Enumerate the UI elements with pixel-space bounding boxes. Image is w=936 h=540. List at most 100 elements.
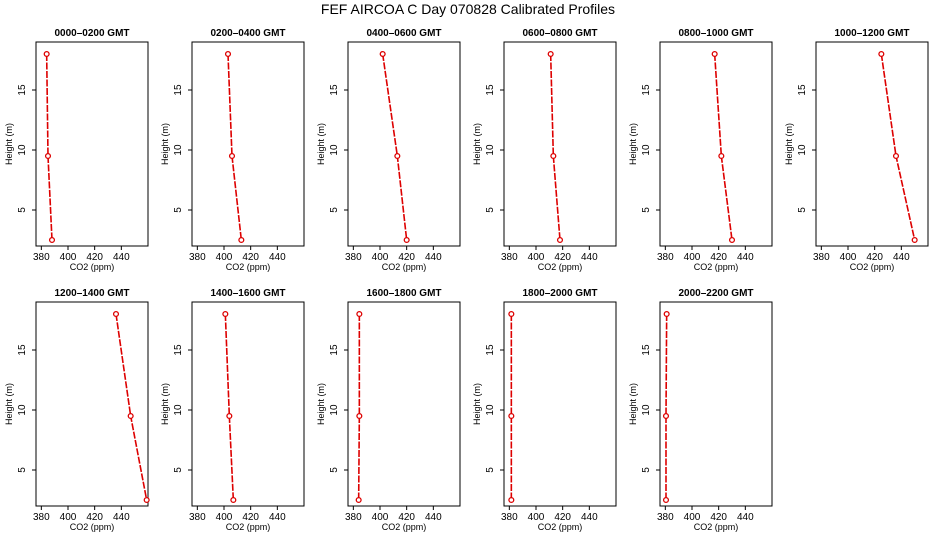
x-tick-label: 400 [528,512,545,523]
x-tick-label: 440 [425,252,442,263]
data-point [48,236,56,244]
profile-panel: 0800–1000 GMT 380 400 420 440 5 10 15 CO2 (ppm) H… [628,28,773,272]
x-axis-label: CO2 (ppm) [850,262,895,272]
panel-title: 1600–1800 GMT [366,288,441,299]
data-point [662,412,670,420]
y-tick-label: 5 [17,467,28,473]
x-tick-label: 400 [840,252,857,263]
data-point [508,412,515,420]
x-tick-label: 440 [269,512,286,523]
y-tick-label: 10 [641,404,652,416]
data-point [550,152,557,160]
profile-panel: 1200–1400 GMT 380 400 420 440 5 10 15 CO2 (ppm) H… [4,288,150,532]
plot-frame [503,41,617,247]
y-tick-label: 15 [485,344,496,356]
y-tick-label: 15 [797,84,808,96]
x-tick-label: 440 [893,252,910,263]
data-point [226,412,233,420]
profile-panel: 0400–0600 GMT 380 400 420 440 5 10 15 CO2 (ppm) H… [316,28,461,272]
y-tick-label: 10 [17,144,28,156]
y-axis-label: Height (m) [628,123,638,165]
x-tick-label: 420 [554,512,571,523]
y-tick-label: 15 [17,84,28,96]
x-tick-label: 400 [372,252,389,263]
data-point [222,310,229,318]
panel-title: 1800–2000 GMT [522,288,597,299]
y-tick-label: 15 [17,344,28,356]
x-tick-label: 380 [345,512,362,523]
x-tick-label: 380 [657,512,674,523]
x-tick-label: 440 [113,512,130,523]
profile-panel: 0000–0200 GMT 380 400 420 440 5 10 15 CO2 (ppm) H… [4,28,149,272]
x-axis-label: CO2 (ppm) [226,262,271,272]
data-point [547,50,554,58]
y-tick-label: 10 [329,404,340,416]
x-axis-label: CO2 (ppm) [382,262,427,272]
data-point [356,412,363,420]
plot-frame [191,41,305,247]
data-point [508,310,515,318]
data-point [238,236,245,244]
data-point [356,310,363,318]
y-axis-label: Height (m) [4,123,14,165]
profile-line [880,53,916,241]
x-axis-label: CO2 (ppm) [226,522,271,532]
x-tick-label: 400 [372,512,389,523]
x-axis-label: CO2 (ppm) [538,262,583,272]
y-tick-label: 10 [797,144,808,156]
x-axis-label: CO2 (ppm) [70,262,115,272]
x-tick-label: 440 [113,252,130,263]
x-tick-label: 400 [684,252,701,263]
x-tick-label: 420 [554,252,571,263]
y-tick-label: 5 [797,207,808,213]
y-axis-label: Height (m) [316,383,326,425]
data-point [230,496,237,504]
x-tick-label: 380 [501,252,518,263]
plot-frame [191,301,305,507]
panel-title: 0400–0600 GMT [366,28,441,39]
data-point [911,236,918,244]
x-tick-label: 400 [216,512,233,523]
y-axis-label: Height (m) [472,123,482,165]
data-point [878,50,885,58]
y-tick-label: 10 [173,144,184,156]
y-tick-label: 10 [17,404,28,416]
data-point [112,310,120,318]
data-point [379,50,386,58]
y-tick-label: 10 [641,144,652,156]
x-tick-label: 440 [269,252,286,263]
y-axis-label: Height (m) [316,123,326,165]
x-tick-label: 400 [684,512,701,523]
panel-title: 0600–0800 GMT [522,28,597,39]
profile-panel: 1400–1600 GMT 380 400 420 440 5 10 15 CO2 (ppm) H… [160,288,305,532]
y-tick-label: 15 [173,84,184,96]
y-axis-label: Height (m) [160,123,170,165]
y-tick-label: 5 [485,467,496,473]
panel-title: 1000–1200 GMT [834,28,909,39]
data-point [228,152,236,160]
panel-title: 1400–1600 GMT [210,288,285,299]
y-tick-label: 5 [173,207,184,213]
y-tick-label: 15 [173,344,184,356]
data-point [718,152,725,160]
data-point [892,152,900,160]
x-axis-label: CO2 (ppm) [694,522,739,532]
x-tick-label: 380 [657,252,674,263]
profile-line [549,53,561,241]
y-tick-label: 5 [17,207,28,213]
profile-line [227,53,243,241]
x-tick-label: 420 [242,252,259,263]
data-point [508,496,515,504]
y-axis-label: Height (m) [160,383,170,425]
y-tick-label: 5 [329,207,340,213]
y-axis-label: Height (m) [472,383,482,425]
data-point [728,236,736,244]
data-point [394,152,401,160]
profile-line [115,313,148,501]
profile-panel: 0600–0800 GMT 380 400 420 440 5 10 15 CO2 (ppm) H… [472,28,617,272]
plot-frame [35,41,149,247]
data-point [127,412,134,420]
y-tick-label: 5 [641,207,652,213]
x-tick-label: 380 [33,512,50,523]
x-axis-label: CO2 (ppm) [382,522,427,532]
